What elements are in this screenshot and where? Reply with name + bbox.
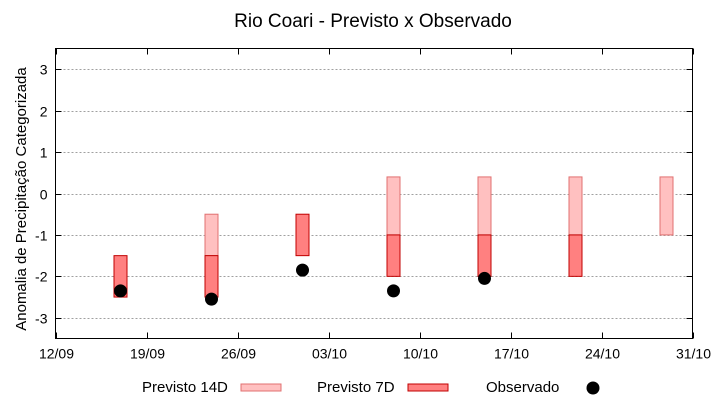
bars-layer (113, 176, 674, 298)
bar-previsto-7d (204, 255, 219, 298)
point-observado (296, 263, 309, 277)
point-observado (387, 284, 400, 298)
x-tick-label: 03/10 (312, 346, 347, 362)
grid-lines (55, 69, 693, 319)
bar-previsto-14d (204, 213, 219, 257)
legend-swatch (407, 383, 449, 392)
y-axis-label: Anomalia de Precipitação Categorizada (13, 67, 30, 331)
point-observado (478, 271, 491, 285)
y-tick-label: 0 (40, 187, 48, 203)
bar-previsto-14d (568, 176, 583, 236)
bar-previsto-14d (477, 176, 492, 236)
x-tick-label: 19/09 (130, 346, 165, 362)
bar-previsto-7d (386, 234, 401, 277)
x-tick-label: 26/09 (221, 346, 256, 362)
axis-ticks: 3 2 1 0 -1 -2 -3 12/09 19/09 26/09 03/10 10/10 17/10… (35, 48, 711, 362)
point-observado (205, 292, 218, 306)
y-tick-label: 1 (40, 145, 48, 161)
bar-previsto-7d (568, 234, 583, 277)
legend-label: Observado (486, 379, 559, 396)
legend-label: Previsto 14D (142, 379, 228, 396)
bar-previsto-7d (477, 234, 492, 277)
x-tick-label: 10/10 (403, 346, 438, 362)
y-tick-label: -3 (35, 311, 48, 327)
bar-previsto-14d (386, 176, 401, 236)
y-tick-label: 2 (40, 104, 48, 120)
point-observado (114, 284, 127, 298)
chart-title: Rio Coari - Previsto x Observado (234, 11, 512, 32)
x-tick-label: 17/10 (494, 346, 529, 362)
points-layer (114, 263, 491, 306)
legend: Previsto 14D Previsto 7D Observado (142, 379, 600, 396)
y-tick-label: -1 (35, 228, 48, 244)
legend-swatch (240, 383, 282, 392)
plot-frame (55, 48, 693, 339)
legend-label: Previsto 7D (317, 379, 395, 396)
x-tick-label: 24/10 (585, 346, 620, 362)
bar-previsto-7d (295, 213, 310, 257)
bar-previsto-14d (659, 176, 674, 236)
y-tick-label: -2 (35, 269, 48, 285)
legend-marker (586, 381, 600, 395)
x-tick-label: 12/09 (39, 346, 74, 362)
y-tick-label: 3 (40, 62, 48, 78)
x-tick-label: 31/10 (676, 346, 711, 362)
